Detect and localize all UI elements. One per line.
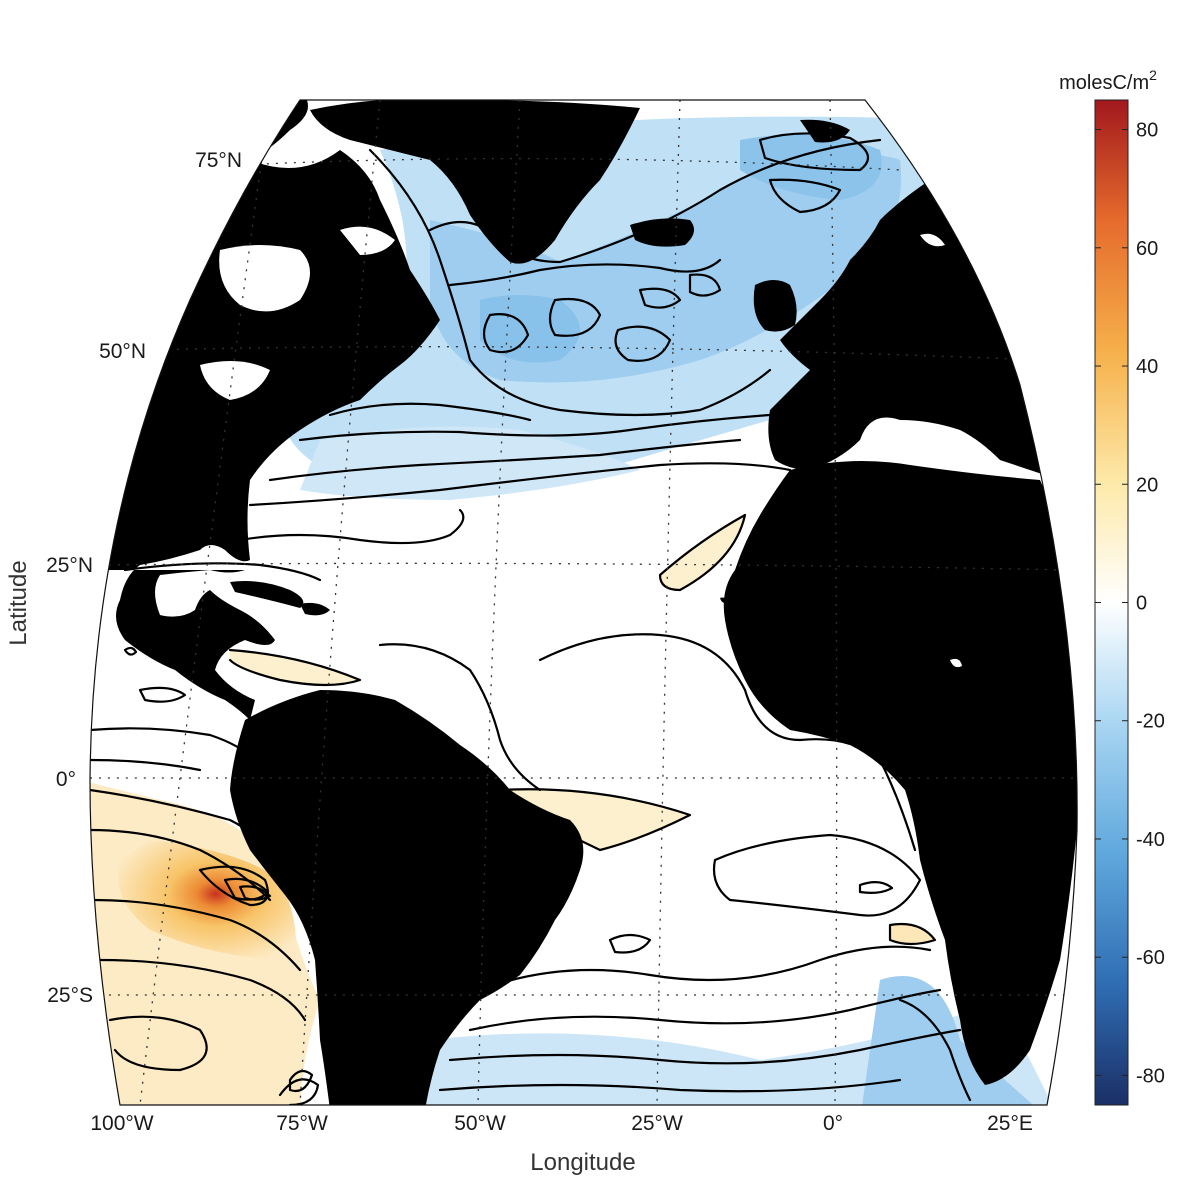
colorbar-tick-label: -60 xyxy=(1136,947,1165,969)
colorbar-tick-label: 40 xyxy=(1136,356,1158,378)
map-canvas xyxy=(90,100,1078,1105)
colorbar-unit: molesC/m2 xyxy=(1059,67,1157,94)
colorbar-tick-label: 20 xyxy=(1136,474,1158,496)
lon-tick-25w: 25°W xyxy=(631,1112,683,1135)
greenland xyxy=(310,100,640,264)
colorbar-tick-label: -80 xyxy=(1136,1065,1165,1087)
british-isles xyxy=(753,280,797,332)
longitude-ticks: 100°W 75°W 50°W 25°W 0° 25°E xyxy=(90,1112,1033,1135)
colorbar-tick-label: -40 xyxy=(1136,829,1165,851)
colorbar-tick-label: 0 xyxy=(1136,593,1147,615)
colorbar-tick-label: -20 xyxy=(1136,711,1165,733)
iceland xyxy=(630,218,694,247)
x-axis-title: Longitude xyxy=(530,1149,635,1176)
latitude-ticks: 75°N 50°N 25°N 0° 25°S xyxy=(46,149,242,1007)
lat-tick-25s: 25°S xyxy=(47,984,93,1007)
map-frame xyxy=(89,99,1078,1106)
map-panel xyxy=(89,99,1078,1106)
lat-tick-75n: 75°N xyxy=(195,149,242,172)
lon-tick-0: 0° xyxy=(823,1112,843,1135)
cuba xyxy=(230,581,304,608)
y-axis-title: Latitude xyxy=(5,560,32,645)
colorbar: 80 60 40 20 0 -20 -40 -60 -80 molesC/m2 xyxy=(1059,67,1165,1106)
colorbar-tick-label: 80 xyxy=(1136,120,1158,142)
lon-tick-50w: 50°W xyxy=(454,1112,506,1135)
canary-islands xyxy=(720,597,728,603)
contour-lines xyxy=(90,132,972,1105)
colorbar-tick-label: 60 xyxy=(1136,238,1158,260)
colorbar-ticks: 80 60 40 20 0 -20 -40 -60 -80 xyxy=(1095,120,1165,1087)
lat-tick-25n: 25°N xyxy=(46,554,93,577)
lat-tick-0: 0° xyxy=(56,768,76,791)
lon-tick-25e: 25°E xyxy=(987,1112,1033,1135)
lon-tick-100w: 100°W xyxy=(90,1112,153,1135)
lat-tick-50n: 50°N xyxy=(99,340,146,363)
africa xyxy=(723,461,1078,1085)
graticule xyxy=(90,100,1078,1105)
lon-tick-75w: 75°W xyxy=(276,1112,328,1135)
hispaniola xyxy=(300,602,330,616)
south-america xyxy=(230,690,584,1105)
lakes xyxy=(200,226,962,668)
